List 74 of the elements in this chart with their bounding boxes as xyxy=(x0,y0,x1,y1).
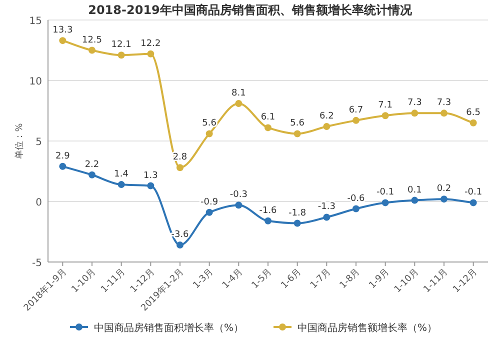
data-label: 12.1 xyxy=(111,40,132,50)
data-label: 6.7 xyxy=(348,105,364,116)
point xyxy=(176,242,184,249)
x-tick-label: 1-9月 xyxy=(368,267,392,291)
point xyxy=(294,220,301,227)
data-label: 2.9 xyxy=(56,151,70,162)
point xyxy=(147,182,154,190)
point xyxy=(264,217,272,224)
data-label: 12.5 xyxy=(82,35,102,46)
data-label: 6.1 xyxy=(260,112,276,123)
x-tick-label: 1-4月 xyxy=(220,267,245,291)
data-label: 12.2 xyxy=(140,38,161,49)
data-label: -1.6 xyxy=(259,206,278,216)
point xyxy=(59,162,66,170)
point xyxy=(206,208,213,216)
data-label: 7.3 xyxy=(408,98,422,108)
data-label: 6.2 xyxy=(320,111,334,122)
point xyxy=(411,110,418,117)
point xyxy=(235,202,242,209)
point xyxy=(235,100,242,107)
point xyxy=(440,196,448,203)
x-tick-label: 1-3月 xyxy=(192,267,216,291)
y-tick-label: 0 xyxy=(36,198,42,208)
x-tick-label: 1-5月 xyxy=(250,267,274,291)
point xyxy=(147,50,154,58)
point xyxy=(440,110,448,117)
data-label: -0.6 xyxy=(347,194,366,204)
data-label: 1.3 xyxy=(144,170,158,181)
data-label: 13.3 xyxy=(52,26,73,36)
data-label: 6.5 xyxy=(466,108,480,118)
point xyxy=(411,196,418,204)
y-tick-label: -5 xyxy=(32,258,42,269)
y-axis-title: 单位：% xyxy=(14,122,25,159)
point xyxy=(176,164,184,172)
data-label: -0.3 xyxy=(230,190,248,200)
data-label: -0.1 xyxy=(464,188,482,198)
data-label: 0.1 xyxy=(408,185,422,196)
point xyxy=(382,112,389,120)
point xyxy=(323,214,330,221)
point xyxy=(118,52,125,59)
x-tick-label: 1-6月 xyxy=(280,267,304,291)
point xyxy=(88,46,96,54)
data-label: 5.6 xyxy=(290,118,305,129)
y-tick-label: 5 xyxy=(36,137,42,148)
data-label: 1.4 xyxy=(114,170,129,180)
x-tick-label: 1-8月 xyxy=(338,267,362,291)
data-label: 5.6 xyxy=(202,118,217,129)
point xyxy=(206,130,213,138)
chart-title: 2018-2019年中国商品房销售面积、销售额增长率统计情况 xyxy=(88,3,413,17)
point xyxy=(352,205,360,212)
data-label: 8.1 xyxy=(232,88,246,98)
point xyxy=(470,119,477,126)
point xyxy=(59,37,66,44)
point xyxy=(382,199,389,206)
data-label: 2.2 xyxy=(84,160,100,170)
data-label: -0.9 xyxy=(200,197,218,208)
point xyxy=(88,171,96,178)
legend-label: 中国商品房销售面积增长率（%） xyxy=(94,322,244,334)
x-tick-label: 1-7月 xyxy=(308,267,333,291)
data-label: 0.2 xyxy=(436,184,452,194)
point xyxy=(323,122,330,130)
legend-label: 中国商品房销售额增长率（%） xyxy=(298,322,438,334)
y-tick-label: 10 xyxy=(29,76,42,88)
point xyxy=(118,181,125,188)
y-tick-label: 15 xyxy=(29,16,42,27)
data-label: -1.3 xyxy=(318,202,336,212)
data-label: 7.1 xyxy=(378,100,392,111)
point xyxy=(470,199,477,206)
data-label: -1.8 xyxy=(288,208,306,218)
point xyxy=(264,124,272,132)
point xyxy=(294,130,301,138)
data-label: -0.1 xyxy=(376,188,394,198)
data-label: 7.3 xyxy=(436,98,452,108)
point xyxy=(352,116,360,124)
